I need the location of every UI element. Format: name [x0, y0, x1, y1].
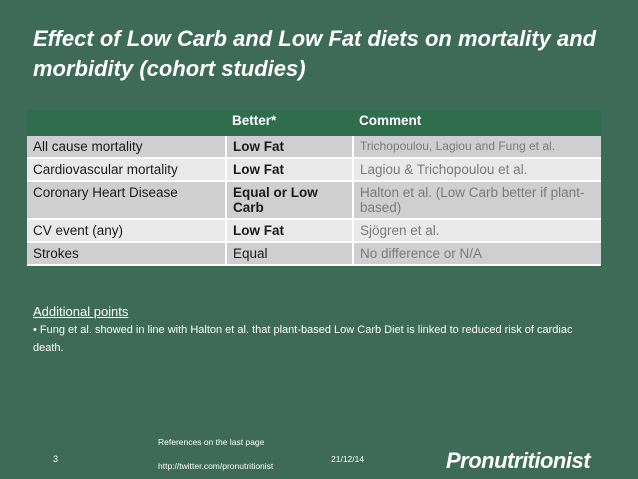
- table-row: Coronary Heart Disease Equal or Low Carb…: [27, 181, 601, 220]
- better-cell: Equal or Low Carb: [226, 181, 354, 220]
- pronutritionist-logo: Pronutritionist: [446, 448, 591, 473]
- additional-points: Additional points • Fung et al. showed i…: [33, 304, 603, 357]
- comparison-table: Better* Comment All cause mortality Low …: [27, 110, 601, 266]
- footer-url: http://twitter.com/pronutritionist: [158, 461, 274, 471]
- better-cell: Low Fat: [226, 136, 354, 159]
- table-header-row: Better* Comment: [27, 110, 601, 136]
- better-cell: Low Fat: [226, 219, 354, 243]
- column-header-comment: Comment: [353, 110, 601, 136]
- column-header-outcome: [27, 110, 226, 136]
- outcome-cell: All cause mortality: [27, 136, 227, 159]
- comment-cell: Halton et al. (Low Carb better if plant-…: [353, 181, 601, 220]
- slide-date: 21/12/14: [331, 454, 365, 464]
- table-row: Cardiovascular mortality Low Fat Lagiou …: [27, 158, 601, 182]
- slide-title: Effect of Low Carb and Low Fat diets on …: [33, 26, 597, 81]
- outcome-cell: Coronary Heart Disease: [27, 181, 227, 220]
- column-header-better: Better*: [226, 110, 353, 136]
- better-cell: Equal: [226, 242, 354, 266]
- additional-points-heading: Additional points: [33, 304, 129, 319]
- comment-cell: Sjögren et al.: [353, 219, 601, 243]
- outcome-cell: CV event (any): [27, 219, 227, 243]
- references-note: References on the last page: [158, 437, 265, 447]
- page-number: 3: [53, 454, 59, 464]
- additional-points-text: • Fung et al. showed in line with Halton…: [33, 324, 573, 354]
- outcome-cell: Cardiovascular mortality: [27, 158, 227, 182]
- outcome-cell: Strokes: [27, 242, 227, 266]
- table-row: CV event (any) Low Fat Sjögren et al.: [27, 219, 601, 243]
- table-row: Strokes Equal No difference or N/A: [27, 242, 601, 266]
- comment-cell: Lagiou & Trichopoulou et al.: [353, 158, 601, 182]
- better-cell: Low Fat: [226, 158, 354, 182]
- comment-cell: No difference or N/A: [353, 242, 601, 266]
- table-row: All cause mortality Low Fat Trichopoulou…: [27, 136, 601, 159]
- comment-cell: Trichopoulou, Lagiou and Fung et al.: [353, 136, 601, 159]
